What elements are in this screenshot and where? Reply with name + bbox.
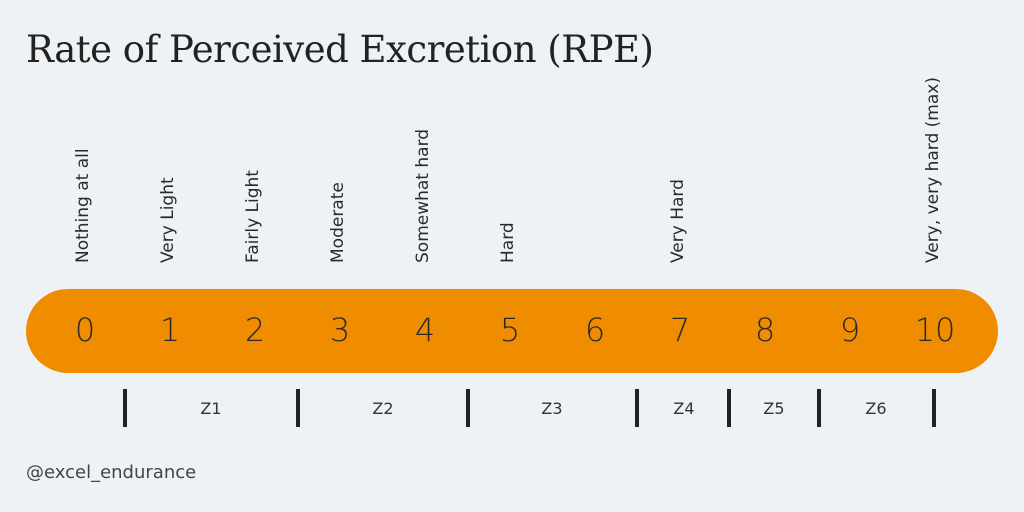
rpe-value-5: 5 (499, 311, 521, 349)
level-label-3: Moderate (328, 182, 348, 263)
rpe-scale-bar (26, 289, 998, 373)
rpe-value-1: 1 (159, 311, 181, 349)
rpe-value-2: 2 (244, 311, 266, 349)
social-handle: @excel_endurance (26, 462, 197, 483)
zone-label-z2: Z2 (372, 399, 394, 418)
level-label-5: Hard (498, 222, 518, 263)
rpe-value-3: 3 (329, 311, 351, 349)
zone-divider (296, 389, 300, 427)
zone-label-z5: Z5 (763, 399, 785, 418)
rpe-value-9: 9 (839, 311, 861, 349)
rpe-value-8: 8 (754, 311, 776, 349)
rpe-value-6: 6 (584, 311, 606, 349)
level-label-4: Somewhat hard (413, 128, 433, 263)
zone-label-z1: Z1 (200, 399, 222, 418)
level-label-7: Very Hard (668, 179, 688, 263)
rpe-value-4: 4 (414, 311, 436, 349)
level-label-0: Nothing at all (73, 148, 93, 263)
level-label-1: Very Light (158, 177, 178, 263)
zone-label-z3: Z3 (541, 399, 563, 418)
zone-divider (123, 389, 127, 427)
zone-divider (466, 389, 470, 427)
zone-label-z4: Z4 (673, 399, 695, 418)
page-title: Rate of Perceived Excretion (RPE) (26, 28, 654, 71)
rpe-value-7: 7 (669, 311, 691, 349)
zone-divider (932, 389, 936, 427)
level-label-2: Fairly Light (243, 170, 263, 263)
zone-divider (727, 389, 731, 427)
level-label-10: Very, very hard (max) (923, 77, 943, 263)
zone-divider (817, 389, 821, 427)
zone-label-z6: Z6 (865, 399, 887, 418)
rpe-value-10: 10 (914, 311, 956, 349)
rpe-value-0: 0 (74, 311, 96, 349)
zone-divider (635, 389, 639, 427)
